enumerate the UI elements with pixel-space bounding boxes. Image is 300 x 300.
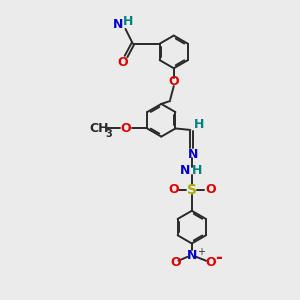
Text: H: H — [123, 15, 134, 28]
Text: O: O — [118, 56, 128, 69]
Text: O: O — [170, 256, 181, 269]
Text: 3: 3 — [105, 129, 112, 139]
Text: CH: CH — [90, 122, 109, 135]
Text: N: N — [113, 18, 123, 31]
Text: N: N — [187, 249, 197, 262]
Text: N: N — [188, 148, 199, 161]
Text: S: S — [187, 183, 197, 197]
Text: O: O — [120, 122, 131, 135]
Text: O: O — [205, 184, 215, 196]
Text: -: - — [215, 249, 222, 267]
Text: O: O — [169, 74, 179, 88]
Text: H: H — [192, 164, 202, 177]
Text: O: O — [168, 184, 179, 196]
Text: +: + — [197, 248, 205, 257]
Text: H: H — [194, 118, 204, 131]
Text: O: O — [205, 256, 215, 269]
Text: N: N — [180, 164, 190, 177]
